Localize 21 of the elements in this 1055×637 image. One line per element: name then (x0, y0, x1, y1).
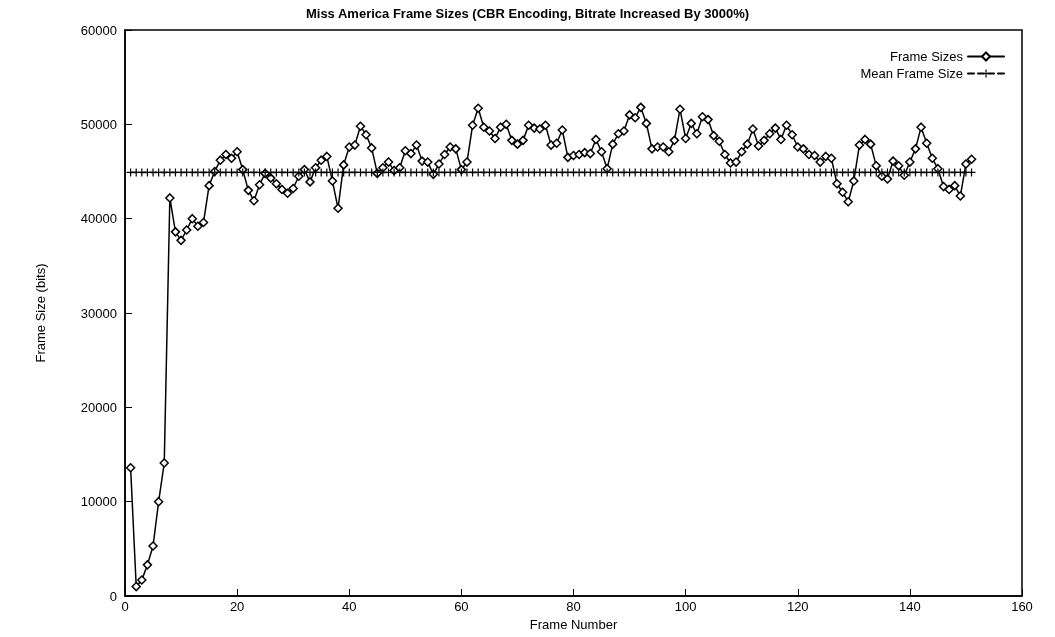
y-tick-label: 60000 (80, 22, 117, 38)
x-tick-label: 60 (454, 599, 469, 614)
x-tick-label: 160 (1011, 599, 1033, 614)
chart-title: Miss America Frame Sizes (CBR Encoding, Bitrate Increased By 3000%) (305, 6, 750, 21)
x-tick-label: 0 (121, 599, 129, 614)
y-tick-label: 40000 (80, 211, 117, 227)
legend-label: Mean Frame Size (860, 66, 963, 81)
x-axis-title: Frame Number (529, 616, 618, 632)
y-axis-title: Frame Size (bits) (33, 263, 48, 363)
x-tick-label: 120 (786, 599, 809, 614)
y-tick-label: 10000 (80, 494, 117, 510)
x-tick-label: 40 (342, 599, 357, 614)
x-tick-label: 20 (229, 599, 245, 614)
y-tick-label: 50000 (80, 116, 117, 132)
x-tick-label: 140 (899, 599, 921, 614)
x-tick-label: 100 (674, 599, 697, 614)
y-tick-label: 30000 (80, 305, 117, 321)
y-tick-label: 0 (109, 588, 117, 604)
legend-label: Frame Sizes (890, 49, 964, 64)
y-tick-label: 20000 (80, 399, 117, 415)
x-tick-label: 80 (566, 599, 581, 614)
